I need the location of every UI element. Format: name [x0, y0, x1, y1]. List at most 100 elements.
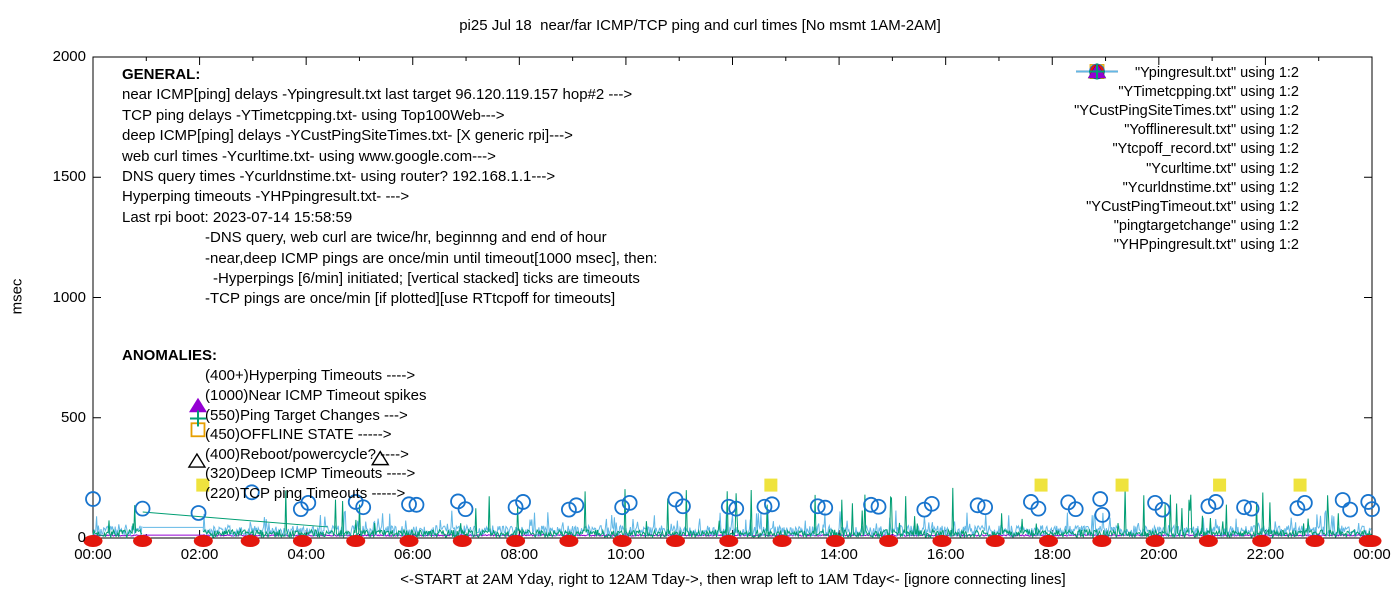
- x-tick-label: 02:00: [180, 546, 219, 563]
- dns_times-point: [452, 535, 472, 547]
- general-line: Hyperping timeouts -YHPpingresult.txt- -…: [122, 188, 410, 206]
- dns_times-point: [133, 535, 153, 547]
- legend-label: "Yofflineresult.txt" using 1:2: [1124, 122, 1299, 139]
- dns_times-point: [932, 535, 952, 547]
- dns_times-point: [1305, 535, 1325, 547]
- dns_times-point: [399, 535, 419, 547]
- curl_times-point: [85, 491, 101, 507]
- y-tick-label: 2000: [52, 48, 86, 65]
- tcp_timeout_squares-point: [1293, 478, 1307, 492]
- curl_times-point: [1200, 498, 1217, 515]
- curl_times-point: [614, 499, 631, 516]
- general-line: -TCP pings are once/min [if plotted][use…: [205, 290, 616, 308]
- general-line: TCP ping delays -YTimetcpping.txt- using…: [122, 106, 505, 124]
- legend-label: "Ycurltime.txt" using 1:2: [1146, 160, 1299, 177]
- plot-legend: "Ypingresult.txt" using 1:2 "YTimetcpping…: [1074, 63, 1354, 255]
- legend-marker-open-triangle-icon: [1087, 63, 1354, 215]
- dns_times-point: [879, 535, 899, 547]
- dns_times-point: [1252, 535, 1272, 547]
- curl_times-point: [134, 500, 151, 517]
- general-line: -near,deep ICMP pings are once/min until…: [205, 249, 658, 267]
- curl_times-point: [870, 498, 887, 515]
- tcp_timeout_squares-point: [196, 478, 210, 492]
- deep_icmp_timeouts-point: [187, 452, 207, 468]
- legend-marker-line-icon: [1076, 64, 1354, 81]
- legend-item: "YCustPingSiteTimes.txt" using 1:2: [1074, 70, 1354, 120]
- legend-marker-plus-icon: [1089, 63, 1354, 254]
- curl_times-point: [515, 494, 531, 510]
- curl_times-point: [401, 496, 417, 513]
- dns_times-point: [1362, 535, 1382, 547]
- legend-item: "Yofflineresult.txt" using 1:2: [1074, 64, 1354, 140]
- curl_times-point: [1296, 494, 1313, 511]
- anomaly-line: (1000)Near ICMP Timeout spikes: [205, 387, 427, 404]
- dns_times-point: [193, 535, 213, 547]
- legend-item: "pingtargetchange" using 1:2: [1074, 63, 1354, 236]
- curl_times-point: [720, 498, 737, 515]
- legend-item: "Ytcpoff_record.txt" using 1:2: [1074, 65, 1354, 159]
- x-tick-label: 16:00: [926, 546, 965, 563]
- dns_times-point: [772, 535, 792, 547]
- anomaly-line: (220)TCP ping Timeouts ----->: [205, 484, 406, 502]
- curl_times-point: [675, 498, 691, 515]
- tcp_timeout_squares-point: [764, 478, 778, 492]
- legend-label: "YTimetcpping.txt" using 1:2: [1118, 83, 1299, 100]
- general-line: DNS query times -Ycurldnstime.txt- using…: [122, 168, 556, 186]
- curl_times-point: [1243, 500, 1260, 517]
- legend-label: "YHPpingresult.txt" using 1:2: [1113, 237, 1299, 254]
- curl_times-point: [728, 500, 745, 517]
- anomaly-line: (450)OFFLINE STATE ----->: [205, 426, 392, 444]
- legend-label: "YCustPingSiteTimes.txt" using 1:2: [1074, 102, 1299, 119]
- curl_times-point: [1360, 494, 1377, 510]
- legend-marker-filled-triangle-icon: [1088, 63, 1354, 235]
- dns_times-point: [825, 535, 845, 547]
- x-tick-label: 10:00: [607, 546, 645, 563]
- legend-marker-open-circle-icon: [1089, 63, 1354, 177]
- general-line: web curl times -Ycurltime.txt- using www…: [122, 147, 496, 165]
- dns_times-point: [1092, 535, 1112, 547]
- legend-item: "YHPpingresult.txt" using 1:2: [1074, 63, 1354, 255]
- x-tick-label: 22:00: [1246, 546, 1285, 563]
- curl_times-point: [1364, 501, 1380, 518]
- curl_times-point: [1030, 500, 1047, 517]
- curl_times-point: [1067, 501, 1084, 518]
- dns_times-point: [506, 535, 526, 547]
- curl_times-point: [756, 498, 773, 515]
- curl_times-point: [408, 496, 425, 513]
- y-tick-label: 1000: [52, 288, 86, 306]
- y-tick-label: 0: [77, 529, 86, 546]
- curl_times-point: [560, 501, 577, 518]
- x-tick-label: 04:00: [287, 546, 325, 563]
- legend-label: "YCustPingTimeout.txt" using 1:2: [1086, 198, 1299, 215]
- connecting-line-artifact: [142, 511, 328, 528]
- dns_times-point: [1039, 535, 1059, 547]
- curl_times-point: [1207, 494, 1224, 510]
- dns_times-point: [346, 535, 366, 547]
- x-tick-label: 14:00: [820, 546, 858, 563]
- legend-marker-line-icon: [1076, 70, 1354, 119]
- curl_times-point: [969, 497, 986, 514]
- legend-label: "Ycurldnstime.txt" using 1:2: [1122, 179, 1299, 196]
- general-line: -DNS query, web curl are twice/hr, begin…: [205, 229, 607, 247]
- general-line: near ICMP[ping] delays -Ypingresult.txt …: [122, 86, 633, 104]
- curl_times-point: [863, 496, 879, 513]
- curl_times-point: [568, 497, 585, 514]
- dns_times-point: [1198, 535, 1218, 547]
- anomaly-line: (400)Reboot/powercycle? ---->: [205, 445, 409, 463]
- curl_times-point: [457, 501, 474, 518]
- curl_times-point: [450, 493, 466, 510]
- legend-item: "Ycurltime.txt" using 1:2: [1074, 63, 1354, 178]
- x-tick-label: 08:00: [500, 546, 539, 563]
- curl_times-point: [1094, 507, 1111, 523]
- x-tick-label: 06:00: [393, 546, 432, 563]
- general-line: deep ICMP[ping] delays -YCustPingSiteTim…: [122, 127, 573, 145]
- curl_times-point: [355, 499, 372, 516]
- x-tick-label: 18:00: [1033, 546, 1072, 563]
- curl_times-point: [817, 499, 834, 516]
- curl_times-point: [764, 496, 780, 513]
- curl_times-point: [1092, 491, 1109, 507]
- anomalies-heading: ANOMALIES:: [122, 347, 217, 364]
- curl_times-point: [243, 484, 260, 501]
